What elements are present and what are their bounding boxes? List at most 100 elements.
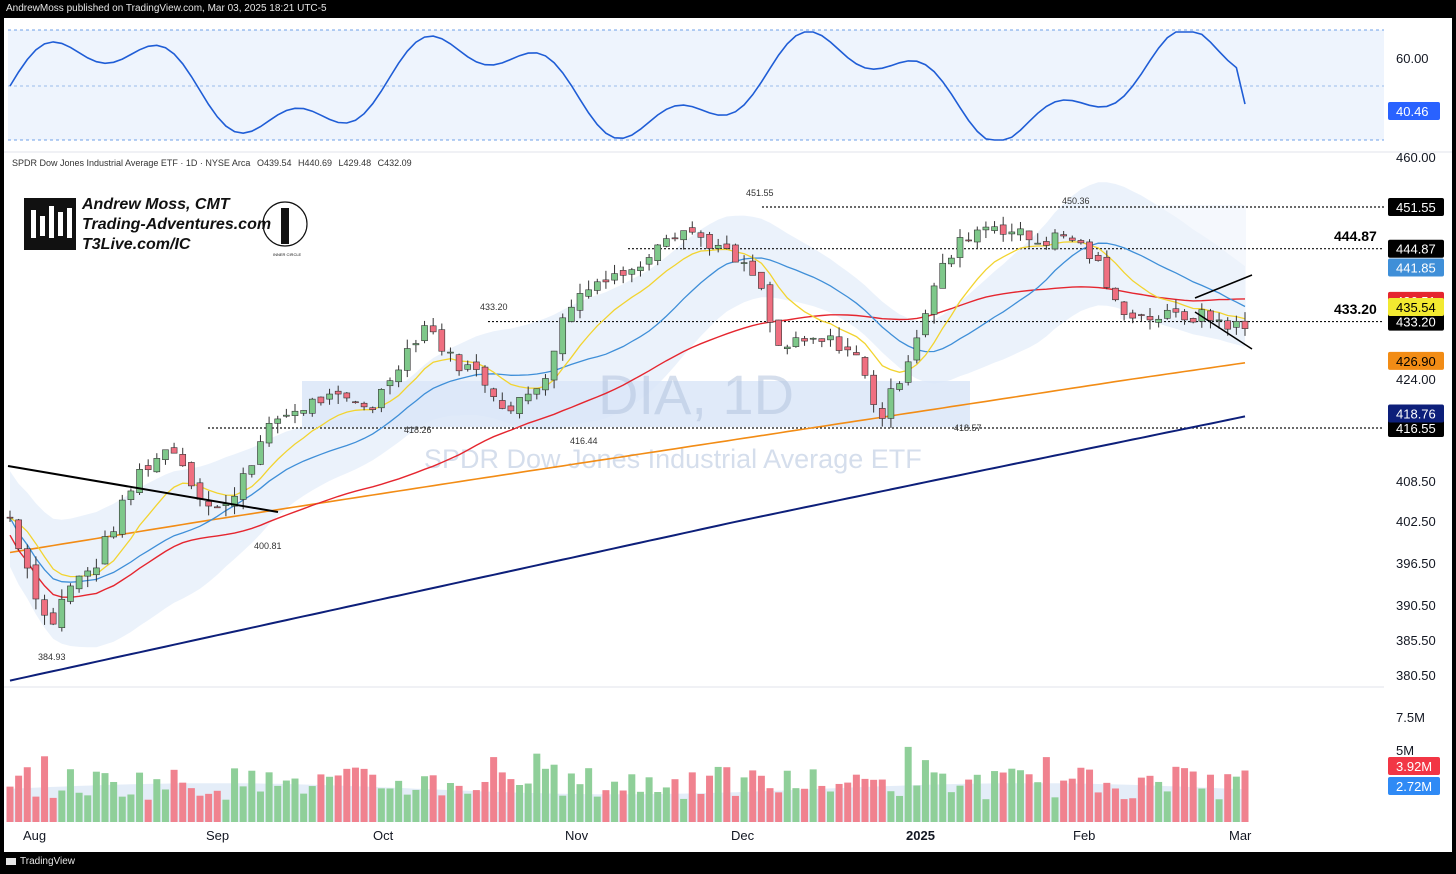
volume-bar: [783, 770, 791, 822]
chart-panel[interactable]: [4, 18, 1452, 852]
candle-body: [317, 396, 325, 404]
candle-body: [930, 285, 938, 315]
candle-body: [697, 232, 705, 238]
candle-body: [861, 357, 869, 376]
candle-body: [101, 536, 109, 565]
logo-line-2: Trading-Adventures.com: [82, 216, 271, 233]
candle-body: [878, 408, 886, 419]
volume-bar: [1215, 799, 1223, 822]
candle-body: [118, 499, 126, 535]
candle-body: [956, 237, 964, 258]
volume-bar: [395, 780, 403, 822]
candle-body: [637, 266, 644, 271]
volume-bar: [1051, 797, 1059, 822]
volume-last-text: 3.92M: [1396, 759, 1432, 774]
candle-body: [576, 293, 584, 311]
ma-price-tag: [1388, 258, 1444, 277]
candle-body: [1051, 232, 1059, 250]
volume-bar: [205, 793, 213, 822]
volume-bar: [101, 773, 109, 822]
volume-bar: [870, 779, 878, 822]
watermark-ticker: DIA, 1D: [598, 363, 794, 426]
candle-body: [775, 319, 782, 346]
candle-body: [887, 388, 895, 419]
candle-body: [835, 336, 843, 351]
volume-bar: [1120, 799, 1128, 822]
volume-bar: [731, 795, 739, 822]
candle-body: [498, 400, 506, 409]
volume-bar: [161, 789, 169, 822]
volume-bar: [1206, 774, 1214, 822]
volume-bar: [1103, 782, 1111, 822]
volume-bar: [49, 797, 57, 822]
level-tag-text: 416.55: [1396, 421, 1436, 436]
volume-bar: [1129, 798, 1137, 822]
volume-bar: [697, 793, 705, 822]
candle-body: [1198, 309, 1206, 322]
volume-bar: [611, 781, 619, 822]
candle-body: [766, 284, 774, 323]
candle-body: [663, 238, 670, 247]
candle-body: [585, 289, 592, 297]
volume-bar: [775, 792, 783, 822]
time-axis-label: Sep: [206, 828, 229, 843]
candle-body: [1233, 321, 1240, 328]
volume-bar: [1146, 775, 1154, 822]
volume-bar: [317, 774, 325, 822]
candle-body: [473, 361, 480, 370]
candle-body: [75, 575, 83, 590]
time-axis-label: 2025: [906, 828, 935, 843]
volume-bar: [550, 764, 558, 822]
sma200-line: [9, 415, 1246, 682]
volume-bar: [1025, 774, 1033, 822]
price-tick: 390.50: [1396, 598, 1436, 613]
volume-bar: [947, 792, 955, 822]
ma-price-tag: [1388, 351, 1444, 370]
trendline-downtrend: [7, 465, 279, 513]
candle-body: [533, 388, 541, 395]
volume-bar: [826, 791, 834, 822]
volume-bar: [567, 773, 575, 822]
candle-body: [1077, 240, 1085, 244]
symbol-open: O439.54: [257, 158, 292, 168]
volume-bar: [559, 795, 567, 822]
candle-body: [49, 612, 57, 625]
candle-body: [196, 482, 204, 500]
rsi-pane: 60.00 40.46: [8, 29, 1440, 141]
volume-bar: [23, 767, 31, 822]
candle-body: [291, 410, 299, 416]
logo-candle-bars: [31, 206, 72, 238]
volume-bar: [481, 781, 489, 822]
candle-body: [162, 449, 169, 461]
volume-bar: [662, 787, 670, 822]
rsi-tick-60: 60.00: [1396, 51, 1429, 66]
candle-body: [870, 374, 877, 405]
ma-price-tag-text: 426.90: [1396, 354, 1436, 369]
price-annotation: 433.20: [480, 302, 508, 312]
volume-bar: [84, 795, 92, 822]
symbol-close: C432.09: [378, 158, 412, 168]
volume-bar: [464, 793, 472, 822]
volume-bar: [377, 788, 385, 822]
price-annotation: 418.26: [404, 425, 432, 435]
candle-body: [386, 380, 394, 387]
candle-body: [153, 458, 161, 473]
candle-body: [205, 501, 212, 507]
volume-bar: [766, 788, 774, 822]
volume-bar: [1224, 774, 1232, 822]
time-axis-label: Oct: [373, 828, 394, 843]
candle-body: [412, 343, 420, 346]
candle-body: [965, 239, 972, 242]
volume-bar: [939, 773, 947, 822]
candle-body: [550, 350, 558, 381]
volume-bar: [412, 789, 420, 822]
candle-body: [15, 519, 22, 550]
price-annotation: 450.36: [1062, 196, 1090, 206]
price-tick: 424.00: [1396, 372, 1436, 387]
candle-body: [455, 354, 463, 372]
candle-body: [334, 390, 342, 395]
price-annotation: 384.93: [38, 652, 66, 662]
volume-bar: [913, 785, 921, 822]
tradingview-brand: TradingView: [20, 856, 76, 867]
